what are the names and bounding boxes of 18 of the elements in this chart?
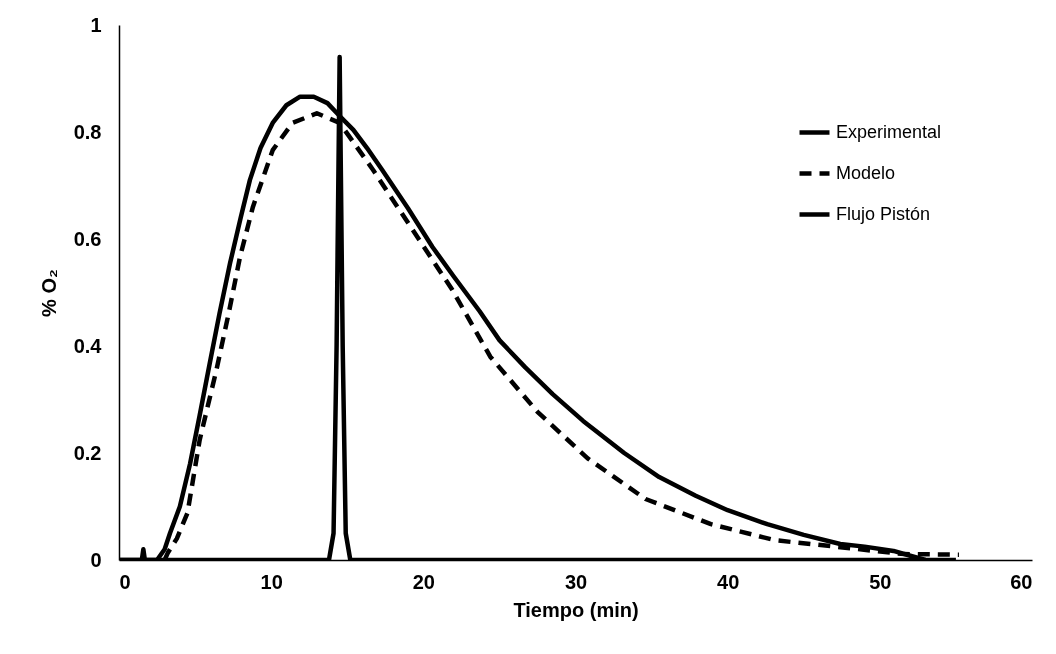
x-tick-label: 60 [1010,570,1033,593]
y-tick-label: 0.2 [73,441,102,464]
x-tick-label: 30 [564,570,588,593]
x-tick-label: 40 [717,570,740,593]
y-axis-title: % O₂ [37,269,60,317]
legend-label: Flujo Pistón [836,203,931,224]
x-tick-label: 20 [412,570,435,593]
y-tick-label: 1 [90,13,102,36]
x-tick-label: 50 [869,570,892,593]
x-tick-label: 10 [260,570,283,593]
x-tick-label: 0 [119,570,131,593]
y-tick-label: 0.6 [73,227,102,250]
y-tick-label: 0.4 [73,334,103,357]
legend-label: Modelo [836,162,896,183]
legend-label: Experimental [836,121,942,142]
y-tick-label: 0 [90,548,102,571]
x-axis-title: Tiempo (min) [513,598,639,621]
y-tick-label: 0.8 [73,120,102,143]
